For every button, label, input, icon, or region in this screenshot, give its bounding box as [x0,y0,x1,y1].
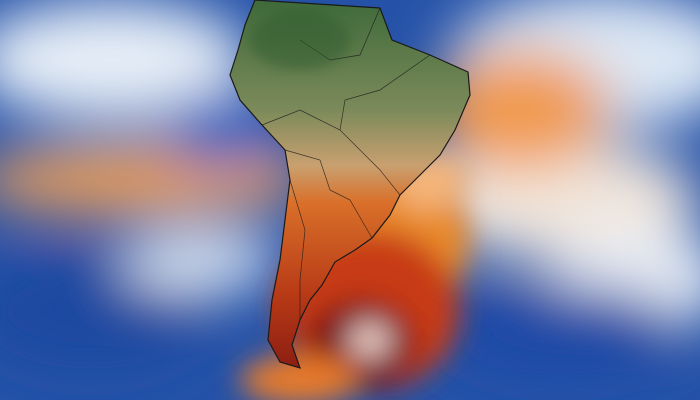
rainforest [250,10,350,70]
borders [261,7,431,320]
south-america [229,0,471,369]
